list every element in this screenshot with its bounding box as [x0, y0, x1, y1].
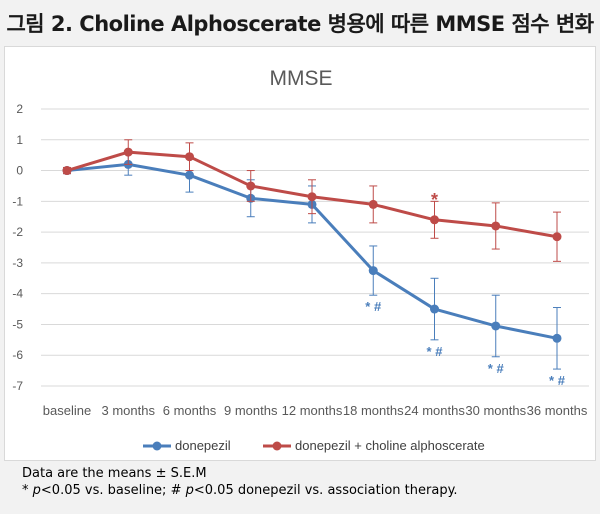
data-point	[553, 232, 562, 241]
figure-frame: 그림 2. Choline Alphoscerate 병용에 따른 MMSE 점…	[0, 0, 600, 514]
footnote: Data are the means ± S.E.M * p<0.05 vs. …	[22, 465, 458, 499]
data-point	[430, 305, 439, 314]
chart-area: MMSE 2 1 0 -1 -2 -3 -4 -5 -6 -7 baseline 3 months 6 m…	[4, 46, 596, 461]
data-point	[430, 215, 439, 224]
data-point	[308, 192, 317, 201]
footnote-line-1: Data are the means ± S.E.M	[22, 465, 458, 482]
significance-marker: * #	[549, 373, 566, 388]
figure-title: 그림 2. Choline Alphoscerate 병용에 따른 MMSE 점…	[0, 8, 600, 38]
legend-label: donepezil + choline alphoscerate	[295, 438, 485, 453]
data-point	[185, 171, 194, 180]
data-point	[124, 148, 133, 157]
data-point	[491, 321, 500, 330]
legend-marker	[273, 442, 282, 451]
y-tick-label: -2	[12, 225, 23, 239]
data-point	[185, 152, 194, 161]
chart-title: MMSE	[270, 67, 333, 90]
x-tick-label: 12 months	[282, 403, 343, 418]
y-tick-label: -7	[12, 379, 23, 393]
y-tick-label: -1	[12, 194, 23, 208]
y-tick-label: -5	[12, 317, 23, 331]
significance-marker: * #	[427, 344, 444, 359]
data-point	[553, 334, 562, 343]
data-point	[246, 181, 255, 190]
x-tick-label: 6 months	[163, 403, 217, 418]
y-tick-label: 0	[16, 164, 23, 178]
y-tick-label: -4	[12, 287, 23, 301]
significance-marker: *	[431, 190, 438, 210]
significance-marker: * #	[488, 361, 505, 376]
y-tick-label: 1	[16, 133, 23, 147]
legend-marker	[153, 442, 162, 451]
x-tick-label: baseline	[43, 403, 91, 418]
x-tick-label: 36 months	[527, 403, 588, 418]
data-point	[369, 200, 378, 209]
y-tick-label: -3	[12, 256, 23, 270]
data-point	[491, 221, 500, 230]
x-tick-label: 18 months	[343, 403, 404, 418]
legend-label: donepezil	[175, 438, 231, 453]
mmse-line-chart: MMSE 2 1 0 -1 -2 -3 -4 -5 -6 -7 baseline 3 months 6 m…	[5, 47, 597, 462]
y-tick-label: 2	[16, 102, 23, 116]
x-tick-label: 3 months	[102, 403, 156, 418]
y-tick-label: -6	[12, 348, 23, 362]
data-point	[369, 266, 378, 275]
data-point	[63, 166, 72, 175]
x-tick-label: 24 months	[404, 403, 465, 418]
x-tick-label: 30 months	[465, 403, 526, 418]
footnote-line-2: * p<0.05 vs. baseline; # p<0.05 donepezi…	[22, 482, 458, 499]
significance-marker: * #	[365, 299, 382, 314]
x-tick-label: 9 months	[224, 403, 278, 418]
